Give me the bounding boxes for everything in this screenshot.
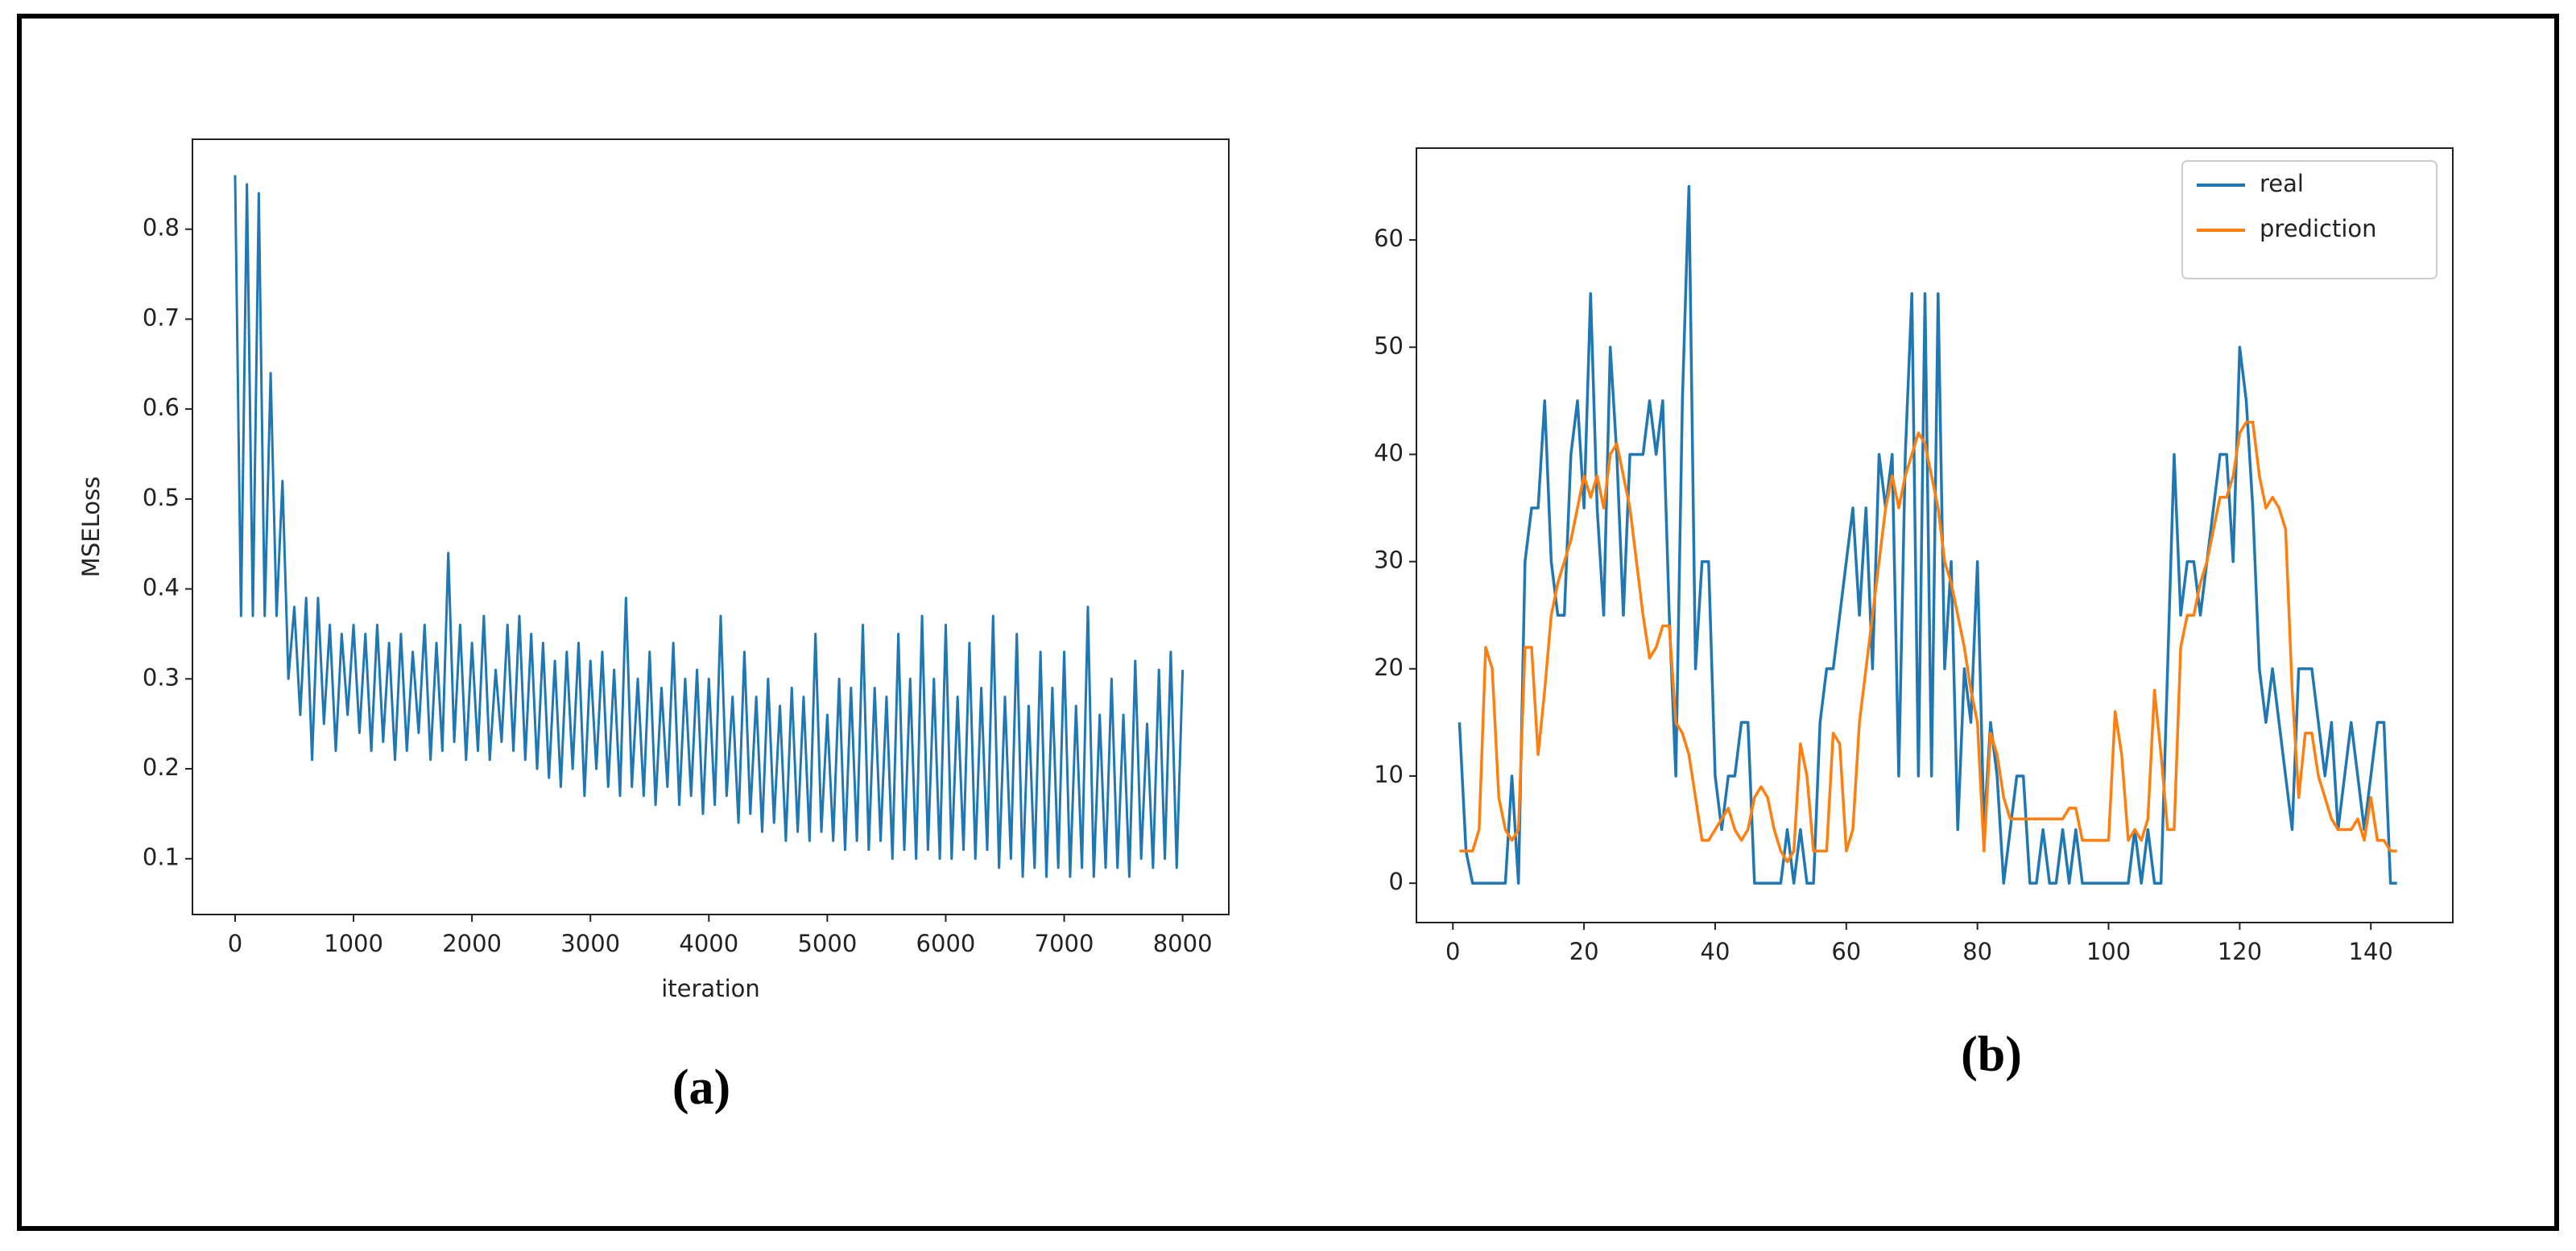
plot-frame (1416, 147, 2454, 923)
data-line (1459, 420, 2397, 864)
data-line (1458, 184, 2397, 885)
y-tick-label: 30 (1374, 547, 1404, 574)
y-tick-label: 0.7 (143, 303, 180, 331)
y-tick-label: 0.2 (143, 753, 180, 781)
x-axis-label: iteration (661, 975, 760, 1002)
y-tick-label: 10 (1374, 761, 1404, 788)
x-tick-label: 4000 (679, 930, 738, 957)
y-tick-label: 20 (1374, 654, 1404, 681)
y-tick-label: 60 (1374, 225, 1404, 252)
y-tick-label: 50 (1374, 332, 1404, 359)
x-tick-label: 120 (2218, 938, 2262, 965)
legend-label: prediction (2260, 215, 2377, 242)
legend-label: real (2260, 170, 2304, 197)
x-tick-label: 6000 (916, 930, 976, 957)
y-tick-label: 0.3 (143, 663, 180, 691)
data-line (234, 175, 1185, 878)
legend-box (2181, 160, 2437, 279)
y-tick-label: 0.5 (143, 484, 180, 511)
x-tick-label: 5000 (797, 930, 857, 957)
caption: (a) (672, 1060, 730, 1115)
x-tick-label: 20 (1569, 938, 1599, 965)
x-tick-label: 0 (228, 930, 242, 957)
x-tick-label: 100 (2086, 938, 2131, 965)
x-tick-label: 7000 (1035, 930, 1094, 957)
x-tick-label: 40 (1701, 938, 1730, 965)
y-axis-label: MSELoss (77, 477, 105, 577)
plot-frame (192, 138, 1230, 915)
x-tick-label: 140 (2349, 938, 2393, 965)
y-tick-label: 0.6 (143, 394, 180, 421)
x-tick-label: 3000 (560, 930, 620, 957)
x-tick-label: 80 (1962, 938, 1992, 965)
y-tick-label: 40 (1374, 439, 1404, 466)
caption: (b) (1961, 1027, 2022, 1082)
y-tick-label: 0.8 (143, 214, 180, 242)
y-tick-label: 0.1 (143, 844, 180, 871)
x-tick-label: 0 (1445, 938, 1460, 965)
y-tick-label: 0.4 (143, 574, 180, 601)
x-tick-label: 2000 (442, 930, 502, 957)
x-tick-label: 8000 (1153, 930, 1213, 957)
x-tick-label: 1000 (324, 930, 383, 957)
y-tick-label: 0 (1389, 868, 1404, 895)
x-tick-label: 60 (1831, 938, 1861, 965)
frame (17, 14, 2559, 1231)
